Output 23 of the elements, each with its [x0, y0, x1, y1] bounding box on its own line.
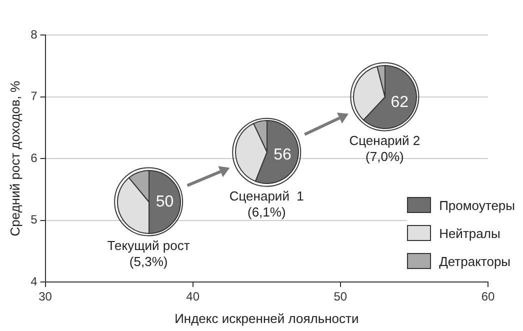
data-label: 56: [273, 146, 292, 164]
point: [350, 62, 420, 132]
x-tick-label: 50: [334, 290, 348, 304]
annotation: Текущий рост (5,3%): [107, 238, 190, 269]
legend-label: Нейтралы: [439, 226, 500, 240]
y-tick-label: 4: [30, 274, 38, 288]
y-axis-title: Средний рост доходов, %: [7, 80, 22, 236]
y-tick-label: 8: [30, 27, 38, 42]
y-tick-label: 5: [30, 212, 38, 227]
x-tick-label: 60: [481, 290, 495, 304]
annotation: Сценарий 1 (6,1%): [229, 188, 304, 220]
y-tick-label: 7: [30, 89, 38, 104]
data-label: 50: [155, 193, 174, 210]
data-label: 62: [390, 94, 408, 111]
legend-label: Детракторы: [439, 254, 511, 268]
y-tick-label: 6: [30, 150, 38, 165]
point: [232, 118, 302, 187]
x-tick-label: 30: [38, 290, 52, 304]
x-tick-label: 40: [186, 290, 200, 304]
legend-label: Промоутеры: [439, 198, 515, 212]
annotation: Сценарий 2 (7,0%): [349, 132, 420, 164]
x-axis-title: Индекс искренней лояльности: [174, 310, 359, 326]
point: [114, 167, 184, 236]
